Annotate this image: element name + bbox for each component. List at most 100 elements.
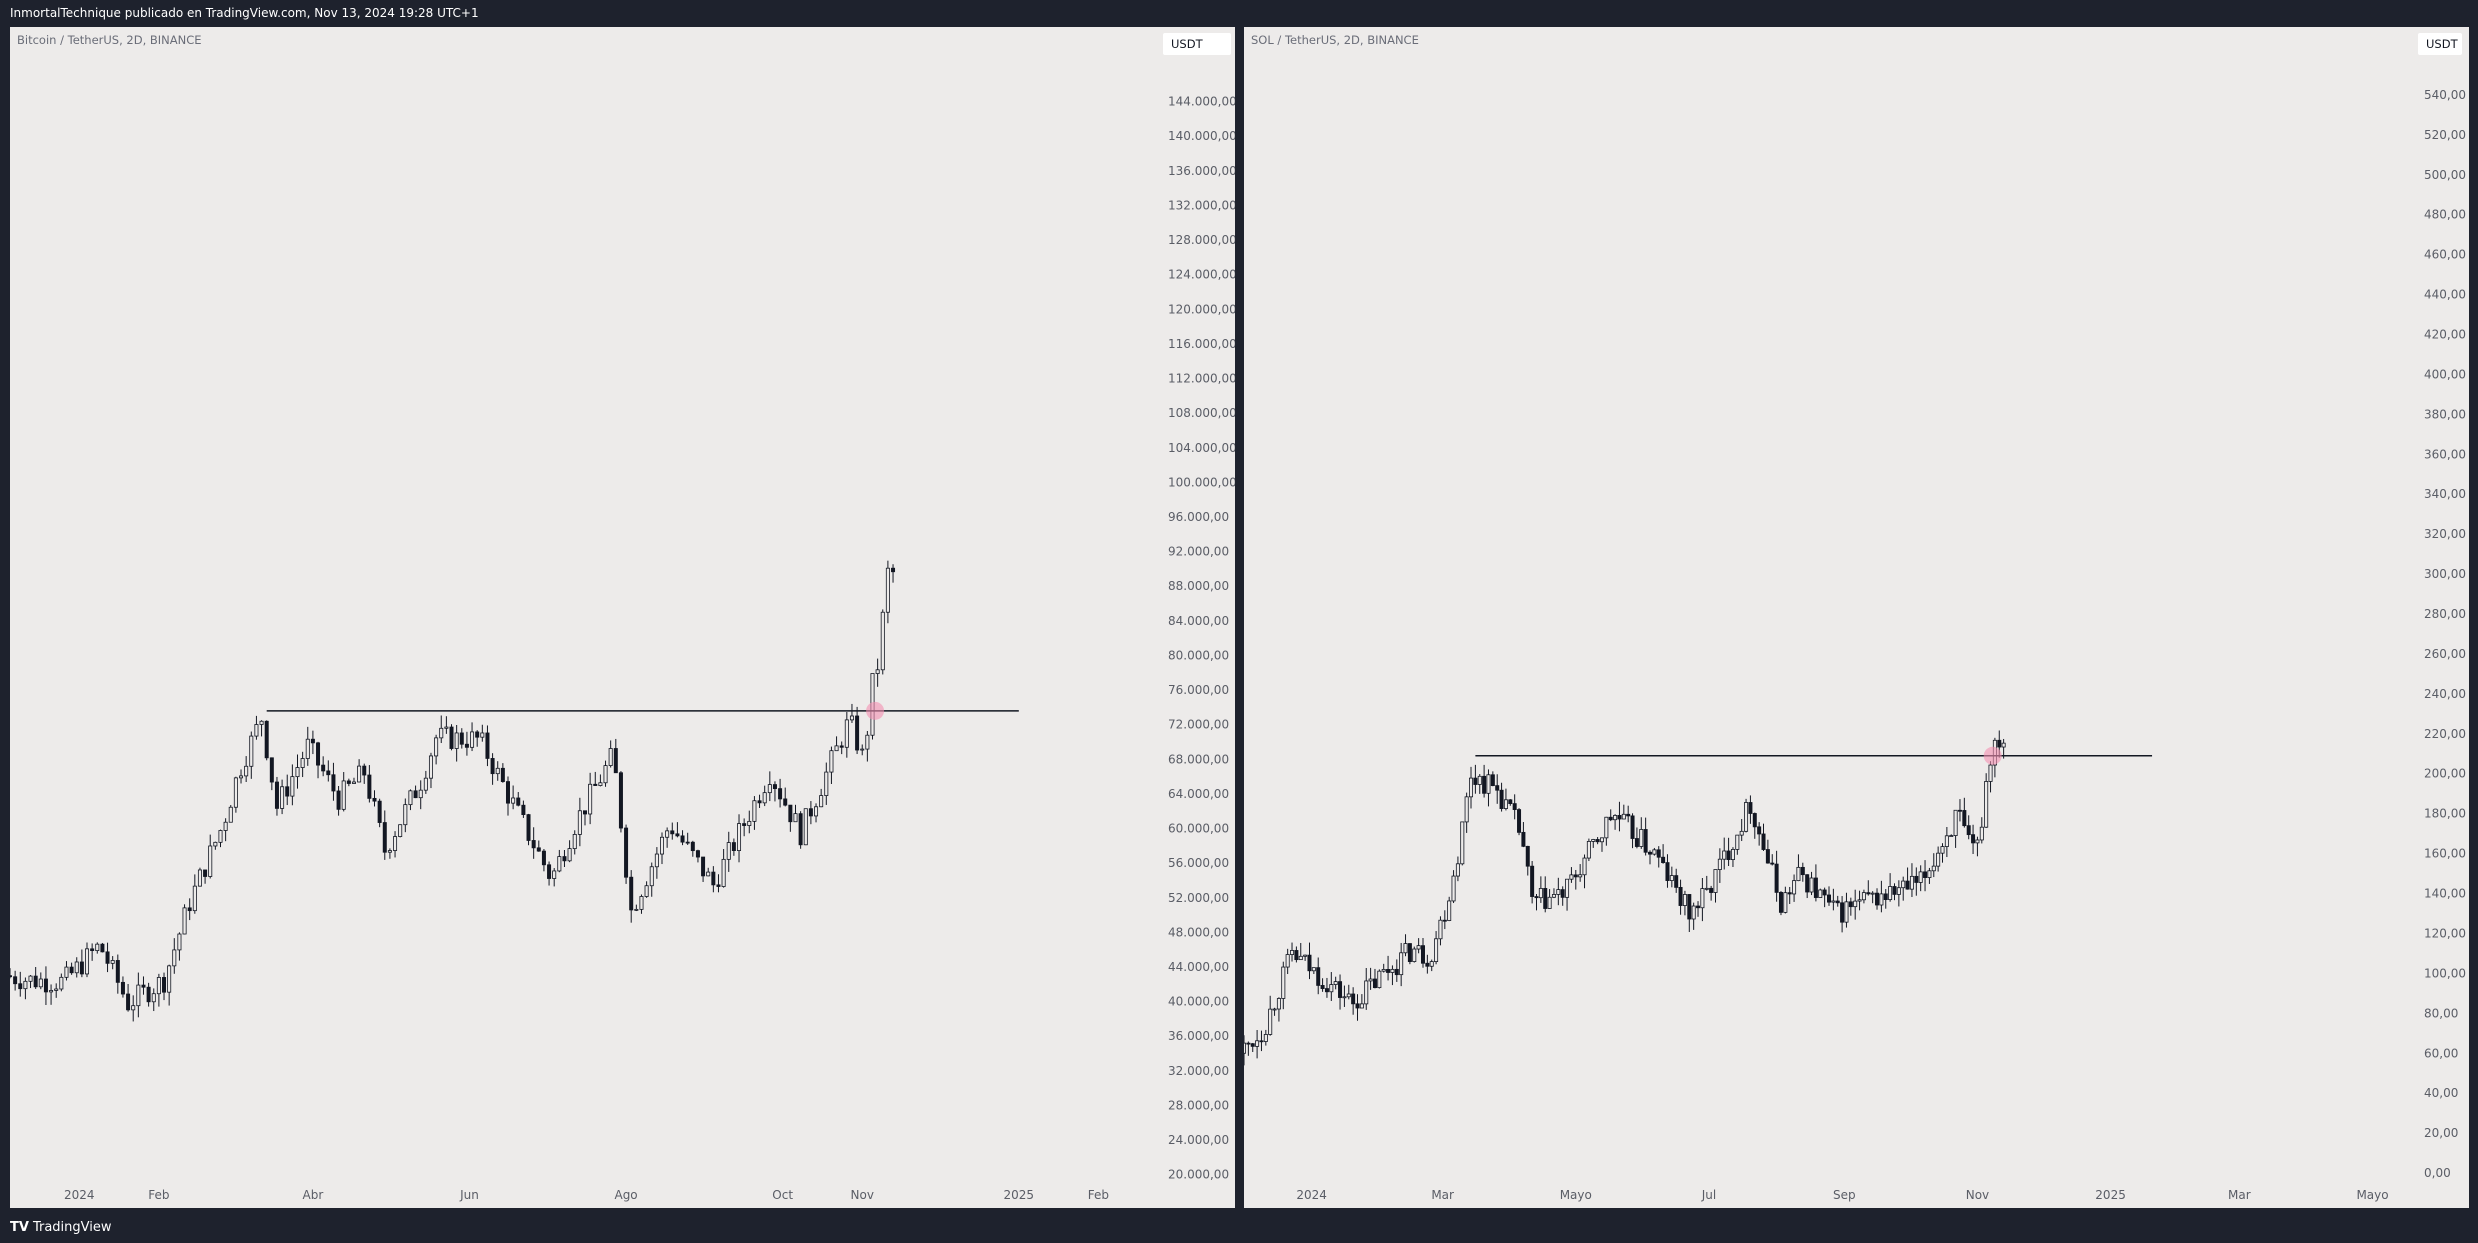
candle-body (1818, 889, 1823, 898)
candle-body (1975, 839, 1980, 844)
candle-body (1298, 955, 1303, 961)
candle-body (670, 830, 675, 835)
candle-body (1700, 888, 1705, 909)
x-axis: 2024 Mar Mayo Jul Sep Nov 2025 Mar Mayo (1296, 1188, 2388, 1202)
x-tick-label: Jul (1701, 1188, 1716, 1202)
candle-body (254, 724, 259, 737)
candle-body (208, 845, 213, 877)
candle-body (1268, 1008, 1273, 1035)
sol-currency-button[interactable]: USDT (2418, 33, 2462, 55)
candle-body (1796, 866, 1801, 882)
candle-body (865, 734, 870, 750)
candle-body (772, 784, 777, 790)
candle-body (367, 774, 372, 799)
candle-body (1918, 871, 1923, 883)
candle-body (1503, 799, 1508, 809)
candle-body (1957, 809, 1962, 812)
y-tick-label: 400,00 (2424, 367, 2466, 381)
candle-body (1442, 919, 1447, 922)
btc-chart-panel[interactable]: 20.000,00 24.000,00 28.000,00 32.000,00 36.0… (10, 27, 1235, 1208)
candle-body (1691, 905, 1696, 920)
y-tick-label: 132.000,00 (1168, 198, 1235, 212)
x-tick-label: Feb (148, 1188, 169, 1202)
candle-body (1783, 892, 1788, 913)
candle-body (829, 750, 834, 773)
y-tick-label: 72.000,00 (1168, 718, 1229, 732)
candle-body (1800, 866, 1805, 876)
candle-body (742, 823, 747, 826)
candle-body (1469, 777, 1474, 798)
candle-body (470, 731, 475, 748)
candle-body (1761, 833, 1766, 850)
candle-body (1303, 954, 1308, 957)
x-tick-label: 2025 (1004, 1188, 1035, 1202)
candle-body (249, 735, 254, 767)
candle-body (1617, 815, 1622, 820)
candle-body (880, 611, 885, 671)
candle-body (1351, 993, 1356, 1005)
candle-body (382, 822, 387, 853)
y-tick-label: 124.000,00 (1168, 268, 1235, 282)
candle-body (1971, 834, 1976, 844)
candle-body (649, 866, 654, 887)
y-tick-label: 140,00 (2424, 887, 2466, 901)
candle-body (819, 795, 824, 808)
y-tick-label: 28.000,00 (1168, 1098, 1229, 1112)
sol-chart-canvas[interactable]: 0,00 20,00 40,00 60,00 80,00 100,00 120,00 140,… (1244, 27, 2469, 1208)
publisher-line: InmortalTechnique publicado en TradingVi… (10, 6, 479, 20)
x-tick-label: Nov (851, 1188, 874, 1202)
candle-body (803, 808, 808, 846)
candle-body (1896, 887, 1901, 895)
candle-body (1687, 894, 1692, 920)
candle-body (23, 980, 28, 990)
candle-body (1464, 796, 1469, 823)
candle-body (218, 830, 223, 843)
btc-chart-canvas[interactable]: 20.000,00 24.000,00 28.000,00 32.000,00 36.0… (10, 27, 1235, 1208)
candle-body (721, 858, 726, 887)
candle-body (1355, 1003, 1360, 1009)
candle-body (1630, 815, 1635, 839)
candle-body (680, 835, 685, 843)
candle-body (59, 976, 64, 990)
sol-chart-panel[interactable]: 0,00 20,00 40,00 60,00 80,00 100,00 120,00 140,… (1244, 27, 2469, 1208)
candle-body (1604, 816, 1609, 839)
candle-body (1927, 870, 1932, 878)
candle-body (1717, 858, 1722, 870)
y-tick-label: 108.000,00 (1168, 406, 1235, 420)
candle-body (1923, 871, 1928, 878)
candle-body (1870, 892, 1875, 895)
candle-body (1844, 901, 1849, 923)
candle-body (244, 765, 249, 777)
candle-body (618, 772, 623, 829)
y-tick-label: 36.000,00 (1168, 1029, 1229, 1043)
tradingview-logo[interactable]: 𝗧𝗩 TradingView (10, 1212, 111, 1243)
candle-body (1556, 889, 1561, 895)
candle-body (1696, 905, 1701, 909)
candle-body (690, 841, 695, 852)
candle-body (1399, 952, 1404, 976)
candle-body (1936, 852, 1941, 867)
btc-currency-button[interactable]: USDT (1163, 33, 1231, 55)
candle-body (54, 988, 59, 991)
candle-body (885, 567, 890, 613)
candles (1244, 730, 2006, 1066)
candle-body (824, 771, 829, 796)
candle-body (1560, 889, 1565, 898)
btc-legend: Bitcoin / TetherUS, 2D, BINANCE (17, 33, 202, 47)
candle-body (1342, 996, 1347, 999)
y-tick-label: 24.000,00 (1168, 1133, 1229, 1147)
candle-body (239, 775, 244, 779)
candle-body (1495, 785, 1500, 791)
candle-body (1591, 839, 1596, 842)
candle-body (1774, 863, 1779, 893)
y-tick-label: 20.000,00 (1168, 1168, 1229, 1182)
y-tick-label: 80,00 (2424, 1006, 2458, 1020)
candle-body (223, 821, 228, 831)
y-tick-label: 100,00 (2424, 966, 2466, 980)
candle-body (1521, 831, 1526, 847)
candle-body (552, 870, 557, 879)
x-tick-label: Mayo (1560, 1188, 1592, 1202)
candle-body (105, 951, 110, 964)
candle-body (1547, 896, 1552, 909)
candle-body (1281, 966, 1286, 999)
